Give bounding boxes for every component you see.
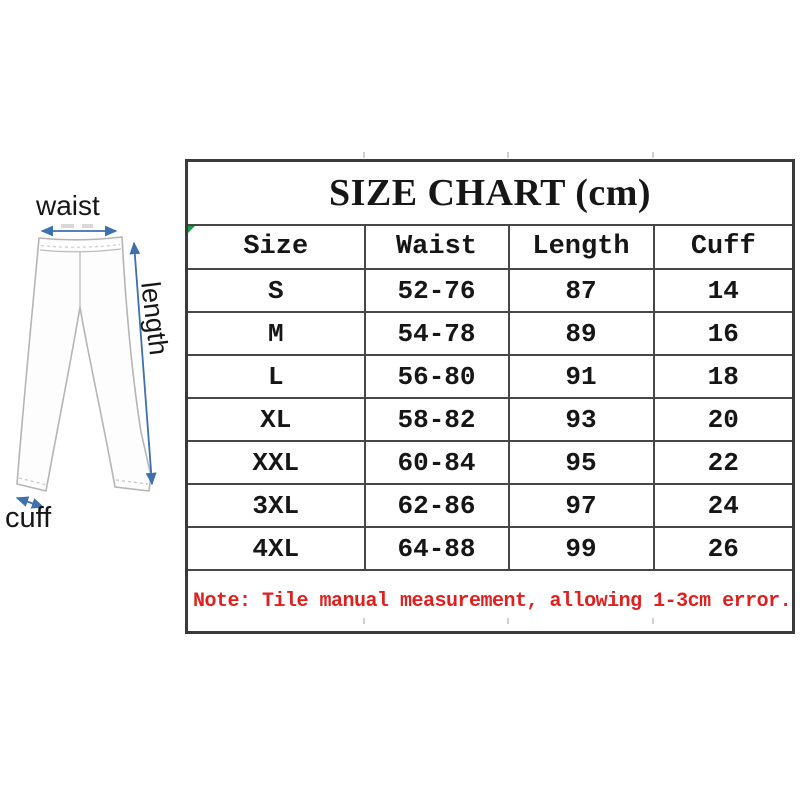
cell-length: 97 xyxy=(507,483,655,528)
column-header-size: Size xyxy=(185,224,366,270)
cell-size: 3XL xyxy=(185,483,366,528)
cell-length: 91 xyxy=(507,354,655,399)
length-arrow xyxy=(129,241,157,486)
cell-size: XXL xyxy=(185,440,366,485)
cell-cuff: 18 xyxy=(652,354,795,399)
gridline-tick xyxy=(652,152,654,158)
table-title-row: SIZE CHART (cm) xyxy=(185,159,795,226)
cell-cuff: 26 xyxy=(652,526,795,571)
column-header-waist: Waist xyxy=(363,224,510,270)
gridline-tick xyxy=(363,618,365,624)
cell-waist: 58-82 xyxy=(363,397,510,442)
cell-waist: 56-80 xyxy=(363,354,510,399)
pants-outline-drawing xyxy=(15,224,157,509)
gridline-tick xyxy=(507,618,509,624)
table-note-row: Note: Tile manual measurement, allowing … xyxy=(185,569,795,634)
gridline-tick xyxy=(507,152,509,158)
cell-size: L xyxy=(185,354,366,399)
cell-cuff: 22 xyxy=(652,440,795,485)
table-header-row: Size Waist Length Cuff xyxy=(185,224,795,270)
cell-cuff: 14 xyxy=(652,268,795,313)
column-header-cuff: Cuff xyxy=(652,224,795,270)
table-row: XL 58-82 93 20 xyxy=(185,397,795,442)
table-row: 3XL 62-86 97 24 xyxy=(185,483,795,528)
pants-diagram: waist length cuff xyxy=(0,180,180,550)
waist-label: waist xyxy=(36,190,100,221)
table-row: M 54-78 89 16 xyxy=(185,311,795,356)
size-chart-table: SIZE CHART (cm) Size Waist Length Cuff S… xyxy=(185,159,796,634)
gridline-tick xyxy=(652,618,654,624)
cell-length: 87 xyxy=(507,268,655,313)
pants-silhouette xyxy=(16,236,152,492)
cell-waist: 62-86 xyxy=(363,483,510,528)
cell-size: S xyxy=(185,268,366,313)
measurement-note: Note: Tile manual measurement, allowing … xyxy=(185,569,795,634)
table-row: L 56-80 91 18 xyxy=(185,354,795,399)
cuff-arrow xyxy=(15,496,45,509)
cell-cuff: 24 xyxy=(652,483,795,528)
cell-size: M xyxy=(185,311,366,356)
cell-cuff: 20 xyxy=(652,397,795,442)
table-row: XXL 60-84 95 22 xyxy=(185,440,795,485)
column-header-size-label: Size xyxy=(243,232,309,262)
cell-size: 4XL xyxy=(185,526,366,571)
cell-waist: 54-78 xyxy=(363,311,510,356)
cell-length: 99 xyxy=(507,526,655,571)
cell-length: 95 xyxy=(507,440,655,485)
cell-cuff: 16 xyxy=(652,311,795,356)
table-row: 4XL 64-88 99 26 xyxy=(185,526,795,571)
cell-waist: 60-84 xyxy=(363,440,510,485)
cell-size: XL xyxy=(185,397,366,442)
cell-length: 89 xyxy=(507,311,655,356)
cell-length: 93 xyxy=(507,397,655,442)
column-header-length: Length xyxy=(507,224,655,270)
table-row: S 52-76 87 14 xyxy=(185,268,795,313)
cuff-label: cuff xyxy=(5,502,52,534)
cell-corner-marker-icon xyxy=(188,227,195,233)
cell-waist: 64-88 xyxy=(363,526,510,571)
cell-waist: 52-76 xyxy=(363,268,510,313)
gridline-tick xyxy=(363,152,365,158)
size-chart-title: SIZE CHART (cm) xyxy=(185,159,795,226)
